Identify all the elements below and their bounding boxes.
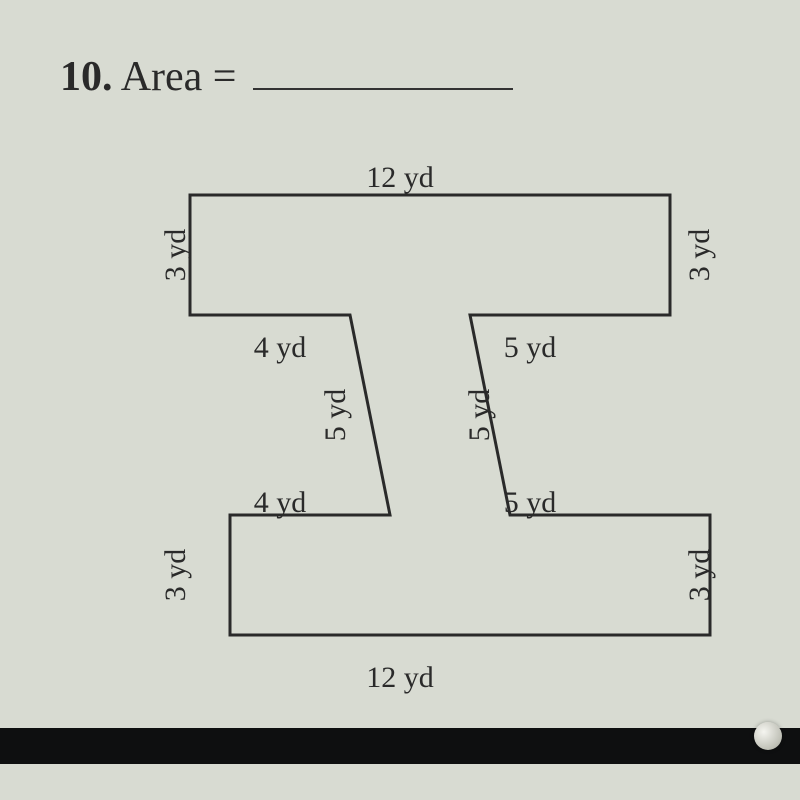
dimension-label: 12 yd (366, 661, 434, 694)
screen-bottom-bar (0, 728, 800, 764)
dimension-label: 5 yd (319, 389, 352, 442)
answer-blank[interactable] (253, 50, 513, 90)
dimension-label: 3 yd (159, 229, 192, 282)
corner-orb-icon (754, 722, 782, 750)
problem-number: 10. (60, 54, 113, 100)
dimension-label: 3 yd (683, 229, 716, 282)
dimension-label: 5 yd (504, 331, 557, 364)
worksheet-page: 10. Area = 12 yd3 yd3 yd4 yd5 yd5 yd5 yd… (0, 0, 800, 800)
composite-shape (190, 195, 710, 635)
dimension-label: 3 yd (159, 549, 192, 602)
dimension-label: 5 yd (504, 486, 557, 519)
dimension-label: 5 yd (463, 389, 496, 442)
area-figure: 12 yd3 yd3 yd4 yd5 yd5 yd5 yd4 yd5 yd3 y… (100, 135, 740, 705)
problem-header: 10. Area = (60, 50, 513, 101)
dimension-label: 4 yd (254, 486, 307, 519)
dimension-label: 3 yd (683, 549, 716, 602)
dimension-label: 12 yd (366, 161, 434, 194)
problem-label: Area = (121, 54, 237, 100)
dimension-label: 4 yd (254, 331, 307, 364)
